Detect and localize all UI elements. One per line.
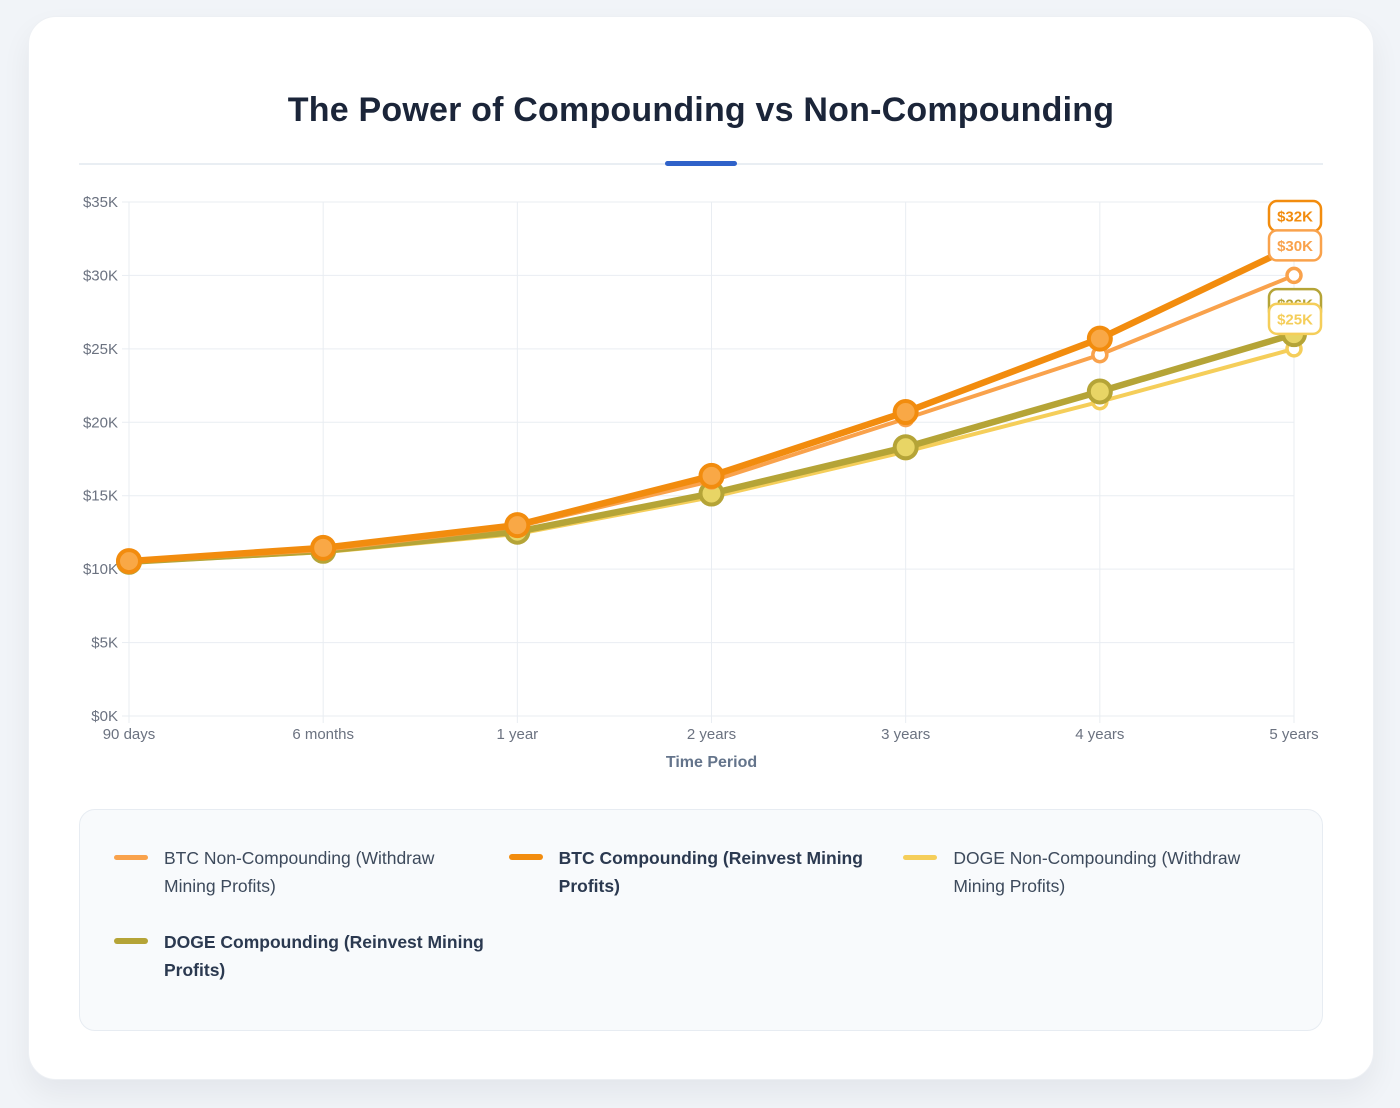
y-axis-tick-label: $5K (91, 635, 118, 652)
data-point-marker-btc-compounding[interactable] (1086, 325, 1113, 352)
y-axis-tick-label: $20K (83, 414, 118, 431)
data-point-marker-btc-compounding[interactable] (504, 512, 531, 539)
data-point-marker-btc-compounding[interactable] (310, 534, 337, 561)
legend-label: BTC Non-Compounding (Withdraw Mining Pro… (164, 848, 435, 896)
x-axis-tick-label: 90 days (103, 726, 156, 743)
end-value-badge-box (1267, 229, 1323, 262)
end-value-badge-box (1267, 302, 1323, 336)
chart-canvas: $0K $5K $10K $15K $20K $25K $30K $35K 90 days 6 m… (83, 194, 1323, 771)
legend-item-btc-non-compounding[interactable]: BTC Non-Compounding (Withdraw Mining Pro… (114, 844, 499, 900)
x-axis-tick-label: 5 years (1269, 726, 1318, 743)
end-value-badge-btc-non-compounding: $30K (1267, 229, 1323, 262)
line-chart: $0K $5K $10K $15K $20K $25K $30K $35K 90 days 6 m… (79, 184, 1349, 792)
legend-label: DOGE Compounding (Reinvest Mining Profit… (164, 932, 484, 980)
title-divider (79, 161, 1323, 166)
x-axis-tick-label: 2 years (687, 726, 736, 743)
data-point-marker-doge-compounding[interactable] (1086, 378, 1113, 405)
y-axis-tick-label: $15K (83, 488, 118, 505)
end-value-badge-label: $32K (1277, 209, 1313, 226)
chart-card: The Power of Compounding vs Non-Compound… (28, 16, 1374, 1080)
x-axis-tick-label: 1 year (496, 726, 538, 743)
data-point-marker-btc-compounding[interactable] (892, 399, 919, 426)
legend-item-btc-compounding[interactable]: BTC Compounding (Reinvest Mining Profits… (508, 844, 894, 900)
legend-label: DOGE Non-Compounding (Withdraw Mining Pr… (953, 848, 1241, 896)
y-axis-tick-label: $0K (91, 708, 118, 725)
end-value-badge-label: $25K (1277, 311, 1313, 328)
x-axis-tick-label: 4 years (1075, 726, 1124, 743)
legend-item-doge-non-compounding[interactable]: DOGE Non-Compounding (Withdraw Mining Pr… (903, 844, 1288, 900)
x-axis-title: Time Period (666, 754, 757, 771)
data-point-marker-btc-non-compounding[interactable] (1285, 266, 1303, 285)
x-axis-tick-label: 6 months (292, 726, 354, 743)
end-value-badge-label: $30K (1277, 238, 1313, 255)
legend-swatch-doge-compounding (114, 938, 148, 944)
legend-label: BTC Compounding (Reinvest Mining Profits… (558, 848, 863, 896)
chart-legend: BTC Non-Compounding (Withdraw Mining Pro… (79, 809, 1323, 1031)
x-axis-tick-label: 3 years (881, 726, 930, 743)
y-axis-tick-label: $25K (83, 341, 118, 358)
y-axis-tick-label: $35K (83, 194, 118, 211)
chart-title: The Power of Compounding vs Non-Compound… (287, 91, 1115, 129)
title-divider-accent (665, 161, 737, 166)
data-point-marker-doge-compounding[interactable] (892, 434, 919, 461)
y-axis-tick-label: $30K (83, 267, 118, 284)
legend-item-doge-compounding[interactable]: DOGE Compounding (Reinvest Mining Profit… (114, 928, 499, 984)
legend-swatch-doge-non-compounding (903, 855, 938, 860)
data-point-marker-btc-compounding[interactable] (116, 548, 142, 575)
legend-swatch-btc-compounding (508, 854, 543, 860)
legend-swatch-btc-non-compounding (114, 855, 148, 860)
data-point-marker-btc-compounding[interactable] (698, 462, 725, 489)
end-value-badge-btc-compounding: $32K (1267, 199, 1323, 233)
end-value-badge-doge-non-compounding: $25K (1267, 302, 1323, 336)
y-axis-tick-label: $10K (83, 561, 118, 578)
